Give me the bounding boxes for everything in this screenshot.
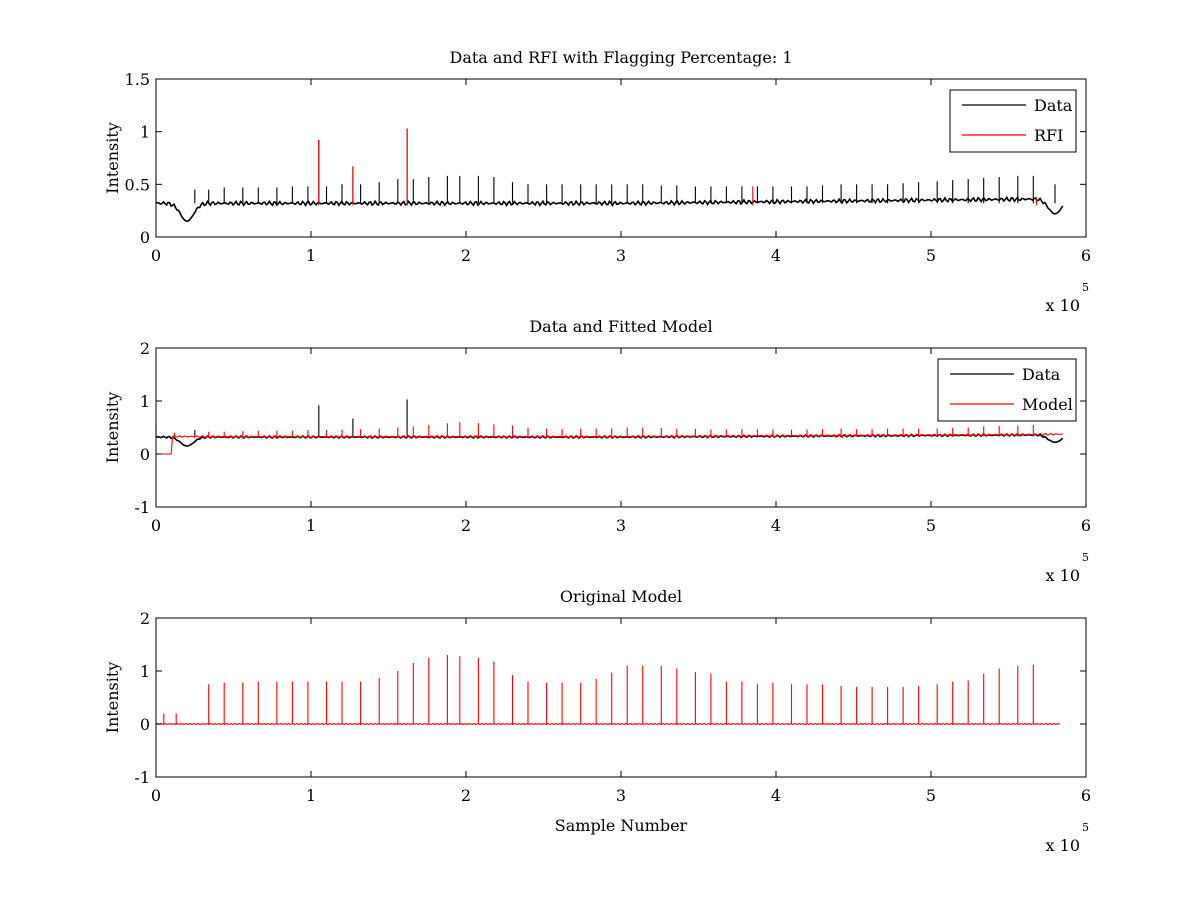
x-tick-label: 6: [1081, 246, 1091, 265]
y-tick-label: 1: [140, 123, 150, 142]
x-tick-label: 0: [151, 786, 161, 805]
y-tick-label: 0: [140, 228, 150, 247]
x-tick-label: 6: [1081, 516, 1091, 535]
x-multiplier-exponent: 5: [1082, 821, 1089, 834]
x-tick-label: 0: [151, 246, 161, 265]
legend-label-rfi: RFI: [1034, 126, 1063, 145]
series-model-signal: [155, 655, 1060, 726]
x-tick-label: 5: [926, 246, 936, 265]
x-multiplier-base: x 10: [1046, 296, 1080, 315]
series-baseline-line: [155, 195, 1064, 222]
x-multiplier: x 105: [1046, 821, 1089, 855]
y-tick-label: -1: [134, 768, 150, 787]
series-model: [156, 422, 1063, 455]
x-multiplier-base: x 10: [1046, 566, 1080, 585]
y-tick-label: 2: [140, 609, 150, 628]
x-tick-label: 1: [306, 516, 316, 535]
y-tick-label: 0: [140, 445, 150, 464]
x-multiplier: x 105: [1046, 281, 1089, 315]
x-tick-label: 5: [926, 516, 936, 535]
x-tick-label: 1: [306, 786, 316, 805]
x-tick-label: 3: [616, 786, 626, 805]
legend-box: [949, 89, 1077, 153]
y-tick-label: 1: [140, 392, 150, 411]
x-tick-label: 0: [151, 516, 161, 535]
x-tick-label: 2: [461, 516, 471, 535]
y-axis-label: Intensity: [103, 122, 122, 194]
x-multiplier-exponent: 5: [1082, 551, 1089, 564]
y-tick-label: 2: [140, 339, 150, 358]
legend-label-data: Data: [1022, 365, 1061, 384]
legend-box: [937, 358, 1077, 422]
series-baseline-line: [156, 432, 1063, 455]
series-rfi: [318, 128, 1037, 206]
chart-title: Data and Fitted Model: [529, 317, 712, 336]
x-tick-label: 2: [461, 786, 471, 805]
x-multiplier-base: x 10: [1046, 836, 1080, 855]
legend-label-data: Data: [1034, 96, 1073, 115]
y-tick-label: 0: [140, 715, 150, 734]
x-tick-label: 4: [771, 516, 781, 535]
y-axis-label: Intensity: [103, 662, 122, 734]
x-multiplier: x 105: [1046, 551, 1089, 585]
x-tick-label: 5: [926, 786, 936, 805]
y-axis-label: Intensity: [103, 392, 122, 464]
x-tick-label: 4: [771, 786, 781, 805]
y-tick-label: 0.5: [125, 175, 150, 194]
chart-panel-1: 0 1 2 3 4 5 6 0 0.5 1 1.5 Data and RFI with Flaggin…: [103, 48, 1091, 315]
x-multiplier-exponent: 5: [1082, 281, 1089, 294]
chart-title: Original Model: [560, 587, 682, 606]
x-axis-label: Sample Number: [555, 816, 688, 835]
chart-title: Data and RFI with Flagging Percentage: 1: [449, 48, 792, 67]
x-tick-label: 6: [1081, 786, 1091, 805]
legend: Data Model: [937, 358, 1077, 422]
legend-label-model: Model: [1022, 395, 1073, 414]
y-tick-label: -1: [134, 498, 150, 517]
x-tick-label: 1: [306, 246, 316, 265]
y-tick-label: 1: [140, 662, 150, 681]
x-tick-label: 2: [461, 246, 471, 265]
series-baseline-line: [155, 722, 1060, 726]
x-tick-label: 4: [771, 246, 781, 265]
y-tick-label: 1.5: [125, 70, 150, 89]
legend: Data RFI: [949, 89, 1077, 153]
x-tick-label: 3: [616, 516, 626, 535]
x-tick-label: 3: [616, 246, 626, 265]
